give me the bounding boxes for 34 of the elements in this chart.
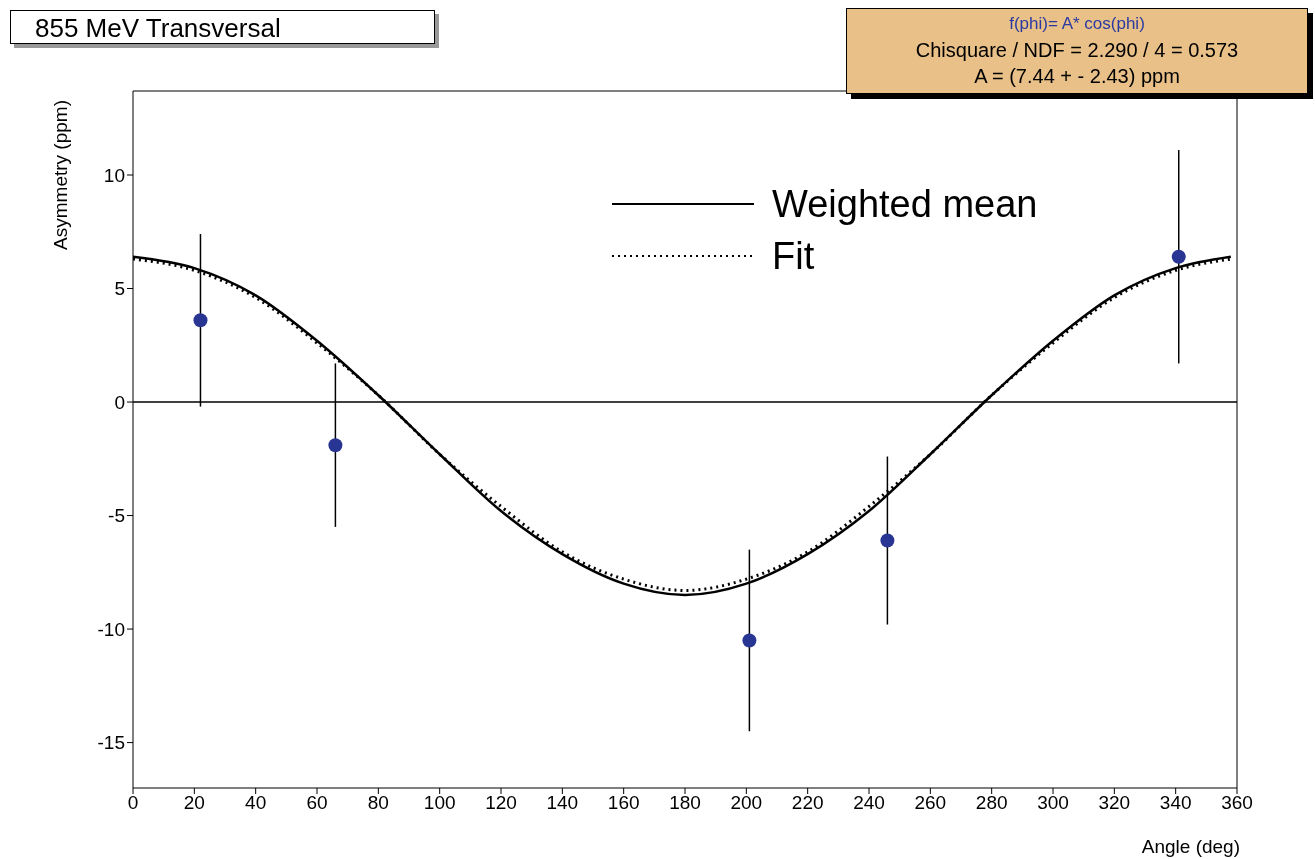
x-tick-label: 180	[669, 792, 701, 814]
y-axis-title: Asymmetry (ppm)	[50, 100, 72, 252]
x-tick-label: 200	[730, 792, 763, 814]
point	[328, 438, 343, 453]
point	[880, 533, 895, 548]
x-tick-label: 40	[245, 792, 267, 814]
y-tick-label: -10	[97, 618, 125, 640]
x-tick-label: 340	[1159, 792, 1192, 814]
chart-title: 855 MeV Transversal	[10, 10, 435, 44]
point	[1171, 249, 1186, 264]
x-tick-label: 20	[183, 792, 205, 814]
x-tick-label: 320	[1098, 792, 1131, 814]
x-tick-label: 360	[1221, 792, 1253, 814]
y-tick-label: 5	[114, 278, 125, 300]
y-tick-label: 0	[114, 391, 125, 413]
x-tick-label: 80	[367, 792, 389, 814]
x-tick-label: 300	[1037, 792, 1069, 814]
legend-label: Fit	[772, 234, 815, 278]
y-tick-label: 10	[103, 164, 125, 186]
x-tick-label: 220	[791, 792, 824, 814]
x-tick-label: 60	[306, 792, 328, 814]
point	[742, 633, 757, 648]
x-tick-label: 240	[853, 792, 885, 814]
x-tick-label: 120	[485, 792, 517, 814]
legend-label: Weighted mean	[772, 182, 1038, 226]
x-tick-label: 140	[546, 792, 579, 814]
x-tick-label: 160	[607, 792, 640, 814]
x-tick-label: 280	[975, 792, 1008, 814]
y-tick-label: -15	[97, 732, 125, 754]
x-axis-title: Angle (deg)	[1141, 836, 1240, 858]
x-tick-label: 100	[423, 792, 456, 814]
y-tick-label: -5	[108, 505, 125, 527]
point	[193, 313, 208, 328]
x-tick-label: 260	[914, 792, 947, 814]
